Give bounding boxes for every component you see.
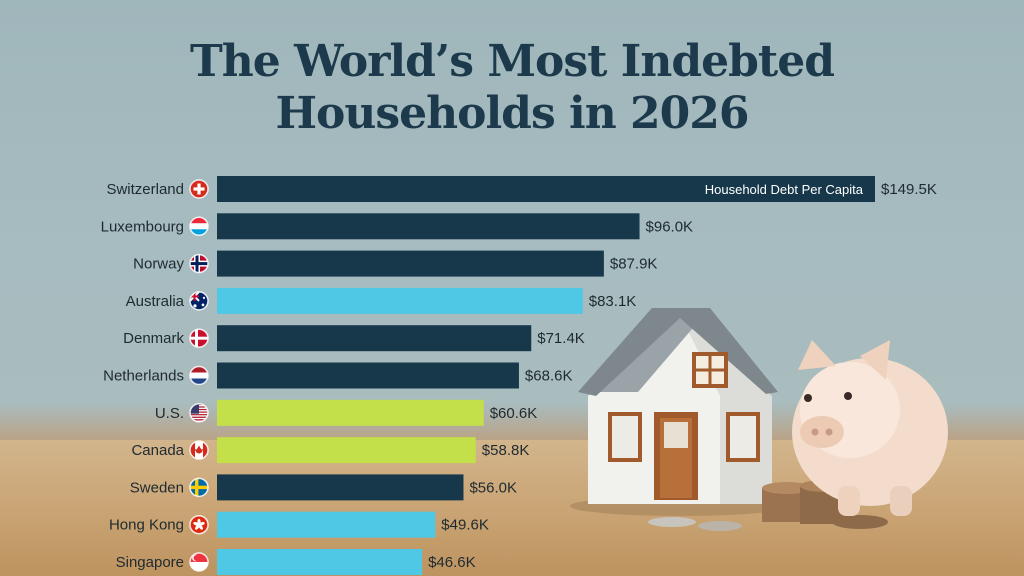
bar-row-4: Denmark $71.4K: [123, 325, 585, 352]
flag-se-icon: [189, 477, 209, 498]
bar-row-1: Luxembourg $96.0K: [101, 213, 694, 240]
chart-title-line-1: The World’s Most Indebted: [190, 36, 835, 87]
value-label: $56.0K: [469, 479, 517, 496]
category-label: Denmark: [123, 330, 184, 347]
category-label: Luxembourg: [101, 218, 184, 235]
category-label: Norway: [133, 256, 184, 273]
value-label: $83.1K: [589, 293, 637, 310]
value-label: $87.9K: [610, 256, 658, 273]
chart-title-line-2: Households in 2026: [275, 88, 749, 139]
bar-row-6: U.S. $60.6K: [155, 399, 538, 426]
bar-nl: [217, 362, 519, 389]
bars-layer: Switzerland $149.5K Household Debt Per Cap…: [101, 176, 937, 575]
bar-row-5: Netherlands $68.6K: [103, 362, 573, 389]
flag-us-icon: [189, 403, 209, 423]
value-label: $71.4K: [537, 330, 585, 347]
category-label: Australia: [126, 293, 185, 310]
bar-row-10: Singapore $46.6K: [116, 549, 476, 575]
category-label: Sweden: [130, 479, 184, 496]
flag-dk-icon: [189, 328, 209, 348]
bar-au: [217, 287, 583, 314]
flag-ch-icon: [189, 179, 209, 199]
value-label: $68.6K: [525, 368, 573, 385]
bar-hk: [217, 511, 436, 538]
category-label: Hong Kong: [109, 517, 184, 534]
category-label: U.S.: [155, 405, 184, 422]
flag-ca-icon: [189, 440, 209, 460]
bar-sg: [217, 549, 423, 575]
category-label: Netherlands: [103, 368, 184, 385]
house-and-piggy-bank-illustration: [570, 308, 948, 531]
flag-lu-icon: [189, 216, 209, 237]
category-label: Singapore: [116, 554, 184, 571]
bar-row-9: Hong Kong $49.6K: [109, 511, 489, 538]
category-label: Canada: [131, 442, 184, 459]
bar-row-8: Sweden $56.0K: [130, 474, 517, 501]
value-label: $46.6K: [428, 554, 476, 571]
flag-hk-icon: [189, 514, 209, 535]
bar-ca: [217, 437, 476, 464]
bar-dk: [217, 325, 532, 352]
flag-no-icon: [189, 253, 209, 274]
flag-sg-icon: [189, 552, 209, 572]
value-label: $60.6K: [490, 405, 538, 422]
flag-nl-icon: [189, 365, 209, 386]
bar-row-2: Norway $87.9K: [133, 250, 658, 277]
bar-se: [217, 474, 464, 501]
bar-lu: [217, 213, 640, 240]
value-label: $58.8K: [482, 442, 530, 459]
bar-no: [217, 250, 604, 277]
bar-row-0: Switzerland $149.5K Household Debt Per Cap…: [106, 176, 937, 202]
bar-ch: [217, 176, 875, 202]
series-annotation: Household Debt Per Capita: [705, 182, 864, 197]
bar-row-7: Canada $58.8K: [131, 437, 530, 464]
value-label: $49.6K: [441, 517, 489, 534]
bar-row-3: Australia $83.1K: [126, 287, 637, 314]
bar-us: [217, 399, 484, 426]
value-label: $96.0K: [646, 218, 694, 235]
flag-au-icon: [189, 291, 209, 311]
category-label: Switzerland: [106, 181, 184, 198]
chart-title: The World’s Most Indebted Households in …: [0, 36, 1024, 140]
value-label: $149.5K: [881, 181, 937, 198]
